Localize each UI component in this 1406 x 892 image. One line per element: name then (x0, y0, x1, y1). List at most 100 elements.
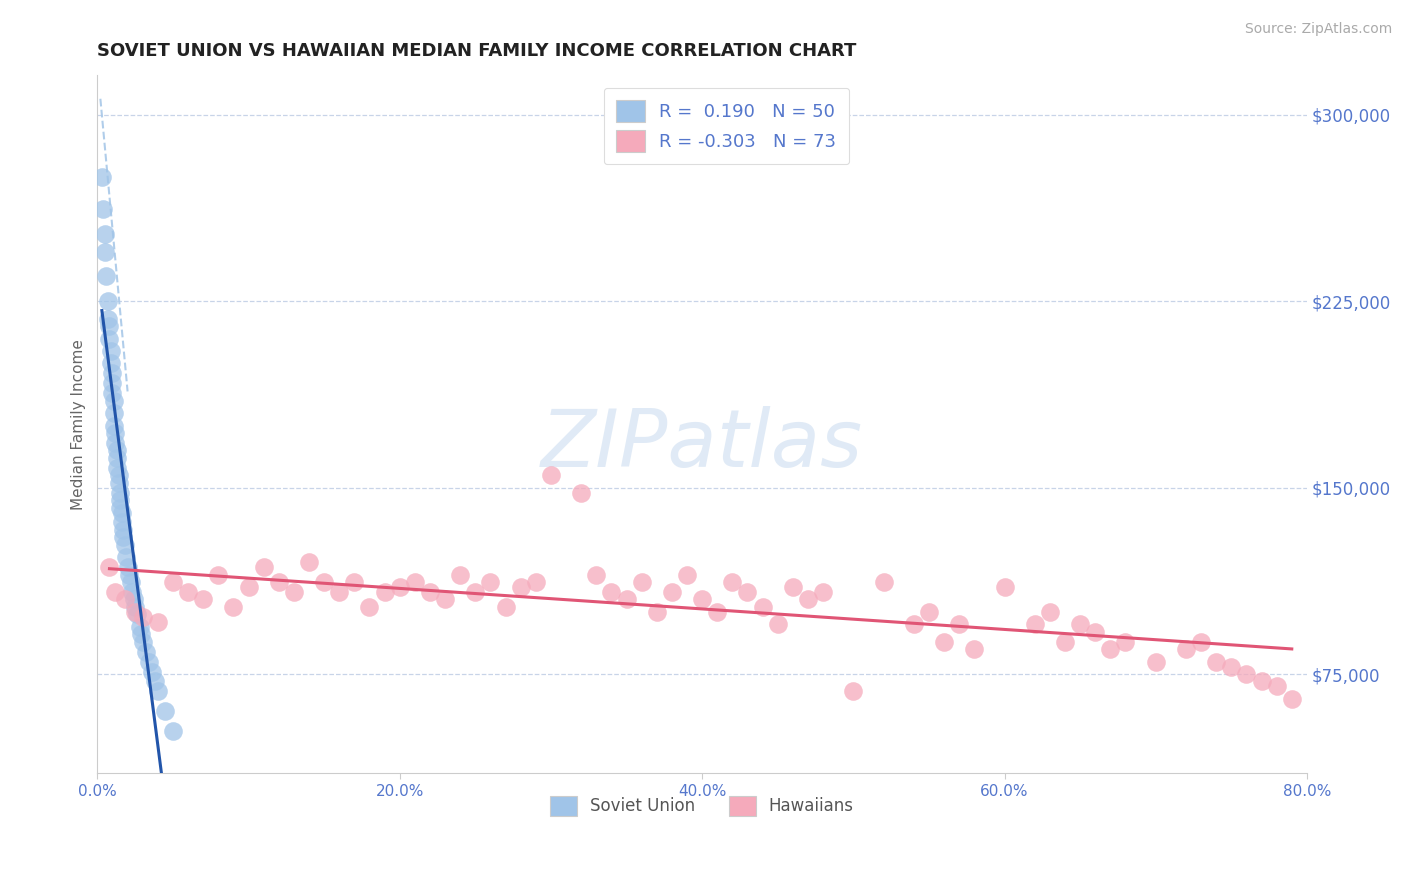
Point (238, 580, 260, 594)
Point (93, 202, 115, 217)
Point (359, 599, 381, 614)
Point (1024, 617, 1046, 632)
Point (98, 332, 121, 346)
Point (207, 567, 229, 582)
Point (107, 475, 129, 490)
Point (782, 580, 804, 594)
Point (495, 599, 517, 614)
Point (903, 617, 925, 632)
Point (600, 585, 623, 599)
Point (103, 393, 125, 408)
Point (253, 560, 276, 574)
Point (1039, 605, 1062, 619)
Point (569, 485, 592, 500)
Point (131, 634, 153, 648)
Point (128, 620, 150, 634)
Point (118, 567, 141, 582)
Point (298, 555, 321, 569)
Point (1265, 680, 1288, 694)
Point (509, 580, 531, 594)
Point (616, 592, 638, 607)
Point (97, 311, 120, 326)
Point (766, 617, 789, 632)
Point (162, 575, 184, 590)
Point (993, 580, 1015, 594)
Point (630, 575, 652, 590)
Point (797, 592, 820, 607)
Point (108, 485, 131, 500)
Point (105, 443, 128, 458)
Point (811, 585, 834, 599)
Point (706, 605, 728, 619)
Point (524, 575, 547, 590)
Point (932, 634, 955, 648)
Point (1220, 659, 1243, 673)
Point (751, 599, 773, 614)
Point (105, 460, 128, 475)
Point (94, 227, 117, 242)
Point (404, 575, 426, 590)
Point (1053, 634, 1076, 648)
Text: SOVIET UNION VS HAWAIIAN MEDIAN FAMILY INCOME CORRELATION CHART: SOVIET UNION VS HAWAIIAN MEDIAN FAMILY I… (97, 42, 856, 60)
Point (918, 605, 941, 619)
Point (737, 585, 759, 599)
Point (108, 493, 131, 508)
Point (141, 665, 163, 679)
Point (283, 585, 305, 599)
Point (124, 599, 146, 614)
Point (125, 607, 148, 622)
Point (645, 605, 668, 619)
Point (100, 356, 122, 370)
Point (114, 538, 136, 552)
Point (842, 684, 865, 698)
Point (117, 560, 139, 574)
Point (267, 575, 290, 590)
Point (328, 585, 350, 599)
Point (963, 642, 986, 657)
Y-axis label: Median Family Income: Median Family Income (72, 339, 86, 509)
Point (122, 592, 145, 607)
Point (143, 674, 166, 689)
Point (1281, 692, 1303, 706)
Point (222, 599, 245, 614)
Point (1234, 667, 1257, 681)
Point (540, 468, 562, 483)
Text: Source: ZipAtlas.com: Source: ZipAtlas.com (1244, 22, 1392, 37)
Point (585, 567, 607, 582)
Point (112, 523, 135, 537)
Point (103, 418, 125, 433)
Point (948, 617, 970, 632)
Point (104, 436, 127, 450)
Point (146, 615, 169, 629)
Point (721, 575, 744, 590)
Point (108, 500, 131, 515)
Point (872, 575, 894, 590)
Legend: Soviet Union, Hawaiians: Soviet Union, Hawaiians (543, 788, 862, 824)
Point (1069, 617, 1091, 632)
Point (479, 575, 502, 590)
Point (343, 575, 366, 590)
Point (676, 567, 699, 582)
Point (104, 585, 127, 599)
Point (162, 724, 184, 739)
Point (155, 704, 177, 718)
Point (1144, 655, 1167, 669)
Point (110, 516, 132, 530)
Point (419, 585, 441, 599)
Point (120, 575, 142, 590)
Point (114, 592, 136, 607)
Point (449, 567, 471, 582)
Point (1205, 655, 1227, 669)
Point (104, 425, 127, 440)
Point (121, 585, 143, 599)
Point (135, 645, 157, 659)
Point (112, 530, 135, 544)
Point (314, 575, 336, 590)
Point (101, 376, 124, 391)
Point (124, 605, 146, 619)
Point (97, 294, 120, 309)
Text: ZIPatlas: ZIPatlas (541, 406, 863, 484)
Point (690, 592, 713, 607)
Point (90, 170, 112, 185)
Point (100, 344, 122, 359)
